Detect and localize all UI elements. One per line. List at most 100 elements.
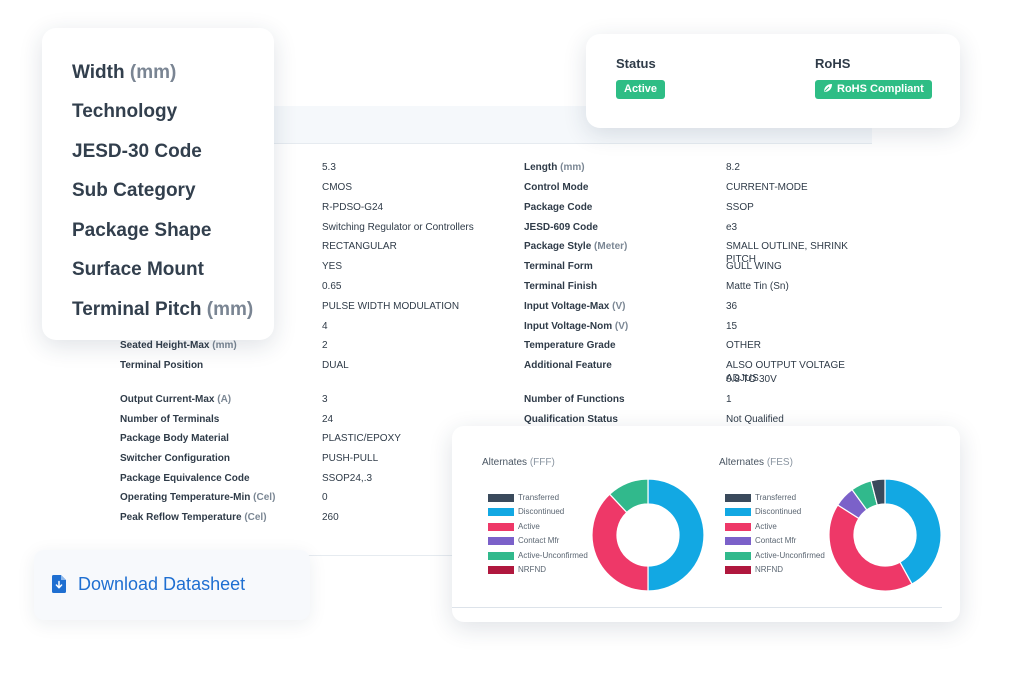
spec-value: OTHER: [726, 340, 761, 351]
legend-swatch: [488, 551, 514, 560]
spec-label-unit: (V): [614, 321, 629, 332]
donut-slice-active[interactable]: [592, 493, 649, 591]
donut-slice-active[interactable]: [829, 504, 913, 591]
legend-swatch: [725, 551, 751, 560]
alternates-donut-chart: [829, 479, 941, 591]
spec-label-text: Terminal Position: [120, 360, 204, 371]
spec-value: RECTANGULAR: [322, 241, 397, 252]
spec-label: Terminal Finish: [524, 280, 597, 293]
rohs-title: RoHS: [815, 56, 851, 71]
spec-value: ALSO OUTPUT VOLTAGE ADJUS: [726, 360, 845, 384]
alternates-card: Alternates (FFF) Transferred Discontinued A…: [452, 426, 960, 622]
spec-label-text: Package Style: [524, 241, 592, 252]
highlighted-attribute-label: Package Shape: [72, 220, 212, 241]
legend-swatch: [488, 508, 514, 517]
spec-label: Peak Reflow Temperature (Cel): [120, 511, 267, 524]
spec-label: Number of Terminals: [120, 413, 219, 426]
spec-label: Package Code: [524, 201, 592, 214]
legend-swatch: [488, 522, 514, 531]
highlighted-attributes-card: Width (mm) Technology JESD-30 Code Sub Cate…: [42, 28, 274, 340]
highlighted-attribute: Package Shape: [72, 220, 211, 242]
spec-label-text: Length: [524, 162, 558, 173]
spec-value: 24: [322, 414, 334, 425]
file-download-icon: [52, 575, 66, 593]
legend-label: Active: [518, 521, 540, 531]
spec-label-text: Package Body Material: [120, 433, 229, 444]
spec-value: 0: [322, 492, 328, 503]
legend-label: Active-Unconfirmed: [755, 550, 825, 560]
highlighted-attribute: Technology: [72, 101, 177, 123]
legend-label: Contact Mfr: [755, 536, 797, 546]
highlighted-attribute-label: Width: [72, 62, 125, 83]
highlighted-attribute-label: JESD-30 Code: [72, 141, 202, 162]
highlighted-attribute: Width (mm): [72, 62, 176, 84]
spec-value: Matte Tin (Sn): [726, 281, 789, 292]
spec-value: PULSE WIDTH MODULATION: [322, 301, 460, 312]
legend-label: Active: [755, 521, 777, 531]
spec-value: GULL WING: [726, 261, 782, 272]
spec-label: Control Mode: [524, 181, 588, 194]
spec-value: 0.65: [322, 281, 342, 292]
spec-label-text: Number of Functions: [524, 394, 625, 405]
spec-label-text: Peak Reflow Temperature: [120, 512, 242, 523]
spec-label-unit: (Cel): [253, 492, 276, 503]
spec-label: Seated Height-Max (mm): [120, 339, 237, 352]
highlighted-attribute: Sub Category: [72, 180, 196, 202]
alternates-title-text: Alternates: [719, 457, 765, 468]
spec-value: 4: [322, 321, 328, 332]
legend-label: Active-Unconfirmed: [518, 550, 588, 560]
spec-label-unit: (Cel): [244, 512, 267, 523]
rohs-badge: RoHS Compliant: [815, 80, 932, 99]
legend-label: Transferred: [518, 493, 560, 502]
spec-label-text: Package Code: [524, 202, 593, 213]
spec-label-text: Input Voltage-Max: [524, 301, 610, 312]
download-datasheet-label: Download Datasheet: [78, 574, 246, 594]
spec-value: 2: [322, 340, 328, 351]
spec-value: e3: [726, 222, 738, 233]
spec-label: JESD-609 Code: [524, 221, 598, 234]
spec-label-text: Additional Feature: [524, 360, 612, 371]
legend-swatch: [725, 494, 751, 502]
highlighted-attribute: Surface Mount: [72, 259, 204, 281]
status-title: Status: [616, 56, 656, 71]
spec-label-text: Control Mode: [524, 182, 589, 193]
spec-value: PLASTIC/EPOXY: [322, 433, 401, 444]
legend-swatch: [488, 494, 514, 502]
spec-label-text: Seated Height-Max: [120, 340, 210, 351]
spec-value: DUAL: [322, 360, 349, 371]
highlighted-attribute-unit: (mm): [129, 62, 177, 83]
donut-slice-transferred[interactable]: [870, 479, 886, 506]
alternates-card-divider: [452, 607, 942, 608]
highlighted-attribute-label: Technology: [72, 101, 178, 122]
download-datasheet-button[interactable]: Download Datasheet: [34, 550, 310, 620]
status-badge: Active: [616, 80, 666, 99]
spec-value: CURRENT-MODE: [726, 182, 808, 193]
spec-value: PUSH-PULL: [322, 453, 379, 464]
spec-label-text: Terminal Form: [524, 261, 593, 272]
spec-label: Terminal Form: [524, 260, 593, 273]
spec-label-text: JESD-609 Code: [524, 222, 598, 233]
donut-slice-discontinued[interactable]: [884, 479, 941, 585]
spec-value: 260: [322, 512, 339, 523]
spec-label-text: Package Equivalence Code: [120, 473, 250, 484]
highlighted-attribute: Terminal Pitch (mm): [72, 299, 253, 321]
spec-label: Input Voltage-Nom (V): [524, 320, 628, 333]
legend-label: Discontinued: [755, 507, 802, 517]
spec-label: Input Voltage-Max (V): [524, 300, 626, 313]
spec-label-text: Qualification Status: [524, 414, 618, 425]
spec-label: Temperature Grade: [524, 339, 616, 352]
donut-slice-active-unconfirmed[interactable]: [608, 479, 649, 514]
legend-label: NRFND: [518, 565, 546, 574]
spec-label-unit: (V): [612, 301, 626, 312]
spec-label: Switcher Configuration: [120, 452, 230, 465]
legend-label: Transferred: [755, 493, 797, 502]
donut-slice-discontinued[interactable]: [647, 479, 704, 591]
alternates-title-suffix: (FES): [766, 457, 793, 468]
legend-label: Discontinued: [518, 507, 565, 517]
spec-value: SMALL OUTLINE, SHRINK PITCH: [726, 241, 848, 265]
legend-swatch: [725, 508, 751, 517]
spec-value: Not Qualified: [726, 414, 784, 425]
spec-label: Additional Feature: [524, 359, 612, 372]
alternates-title-suffix: (FFF): [529, 457, 555, 468]
spec-label-text: Terminal Finish: [524, 281, 598, 292]
